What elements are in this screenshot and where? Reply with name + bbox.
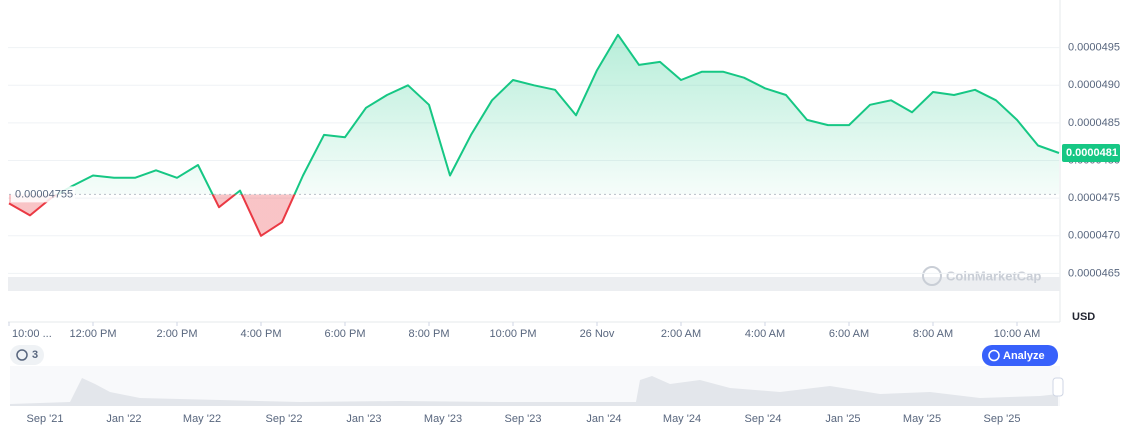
x-tick-label: 2:00 AM	[661, 328, 701, 340]
navigator-label: Jan '22	[106, 413, 141, 425]
x-tick-label: 6:00 AM	[829, 328, 869, 340]
price-line	[8, 33, 1060, 237]
navigator-label: Sep '23	[505, 413, 542, 425]
navigator-label: Jan '25	[825, 413, 860, 425]
x-tick-label: 4:00 PM	[241, 328, 282, 340]
x-tick-label: 8:00 AM	[913, 328, 953, 340]
x-tick-label: 10:00 ...	[12, 328, 52, 340]
badge-text: 3	[32, 349, 38, 361]
navigator-area	[10, 376, 1058, 406]
y-tick-label: 0.0000490	[1068, 79, 1120, 91]
watermark-text: CoinMarketCap	[946, 268, 1041, 283]
navigator-label: May '23	[424, 413, 462, 425]
navigator-label: May '22	[183, 413, 221, 425]
baseline-label-bg	[11, 186, 75, 203]
navigator-label: May '24	[663, 413, 701, 425]
watermark: CoinMarketCap	[922, 266, 1041, 286]
x-tick-label: 10:00 PM	[489, 328, 536, 340]
analyze-text: Analyze	[1003, 350, 1045, 362]
x-tick-label: 4:00 AM	[745, 328, 785, 340]
navigator-label: Jan '24	[586, 413, 621, 425]
navigator-handle[interactable]	[1052, 377, 1064, 397]
analyze-icon	[988, 349, 1000, 362]
navigator-label: May '25	[903, 413, 941, 425]
y-tick-label: 0.0000495	[1068, 42, 1120, 54]
navigator-label: Jan '23	[346, 413, 381, 425]
baseline-label: 0.00004755	[15, 188, 73, 200]
y-tick-label: 0.0000470	[1068, 230, 1120, 242]
last-price-tag	[1062, 143, 1120, 162]
y-tick-label: 0.0000465	[1068, 267, 1120, 279]
x-tick-label: 10:00 AM	[994, 328, 1040, 340]
x-tick-label: 6:00 PM	[325, 328, 366, 340]
x-tick-label: 26 Nov	[580, 328, 615, 340]
y-unit: USD	[1072, 311, 1095, 323]
x-tick-label: 12:00 PM	[69, 328, 116, 340]
badge-icon	[16, 349, 28, 361]
navigator-label: Sep '24	[745, 413, 782, 425]
x-tick-label: 2:00 PM	[157, 328, 198, 340]
navigator-label: Sep '25	[984, 413, 1021, 425]
price-area	[9, 34, 1059, 236]
navigator-label: Sep '22	[266, 413, 303, 425]
y-tick-label: 0.0000485	[1068, 117, 1120, 129]
last-price-label: 0.0000481	[1066, 147, 1118, 159]
y-tick-label: 0.0000475	[1068, 192, 1120, 204]
volume-band	[8, 277, 1060, 291]
x-tick-label: 8:00 PM	[409, 328, 450, 340]
analyze-button[interactable]	[982, 345, 1058, 366]
navigator-label: Sep '21	[27, 413, 64, 425]
